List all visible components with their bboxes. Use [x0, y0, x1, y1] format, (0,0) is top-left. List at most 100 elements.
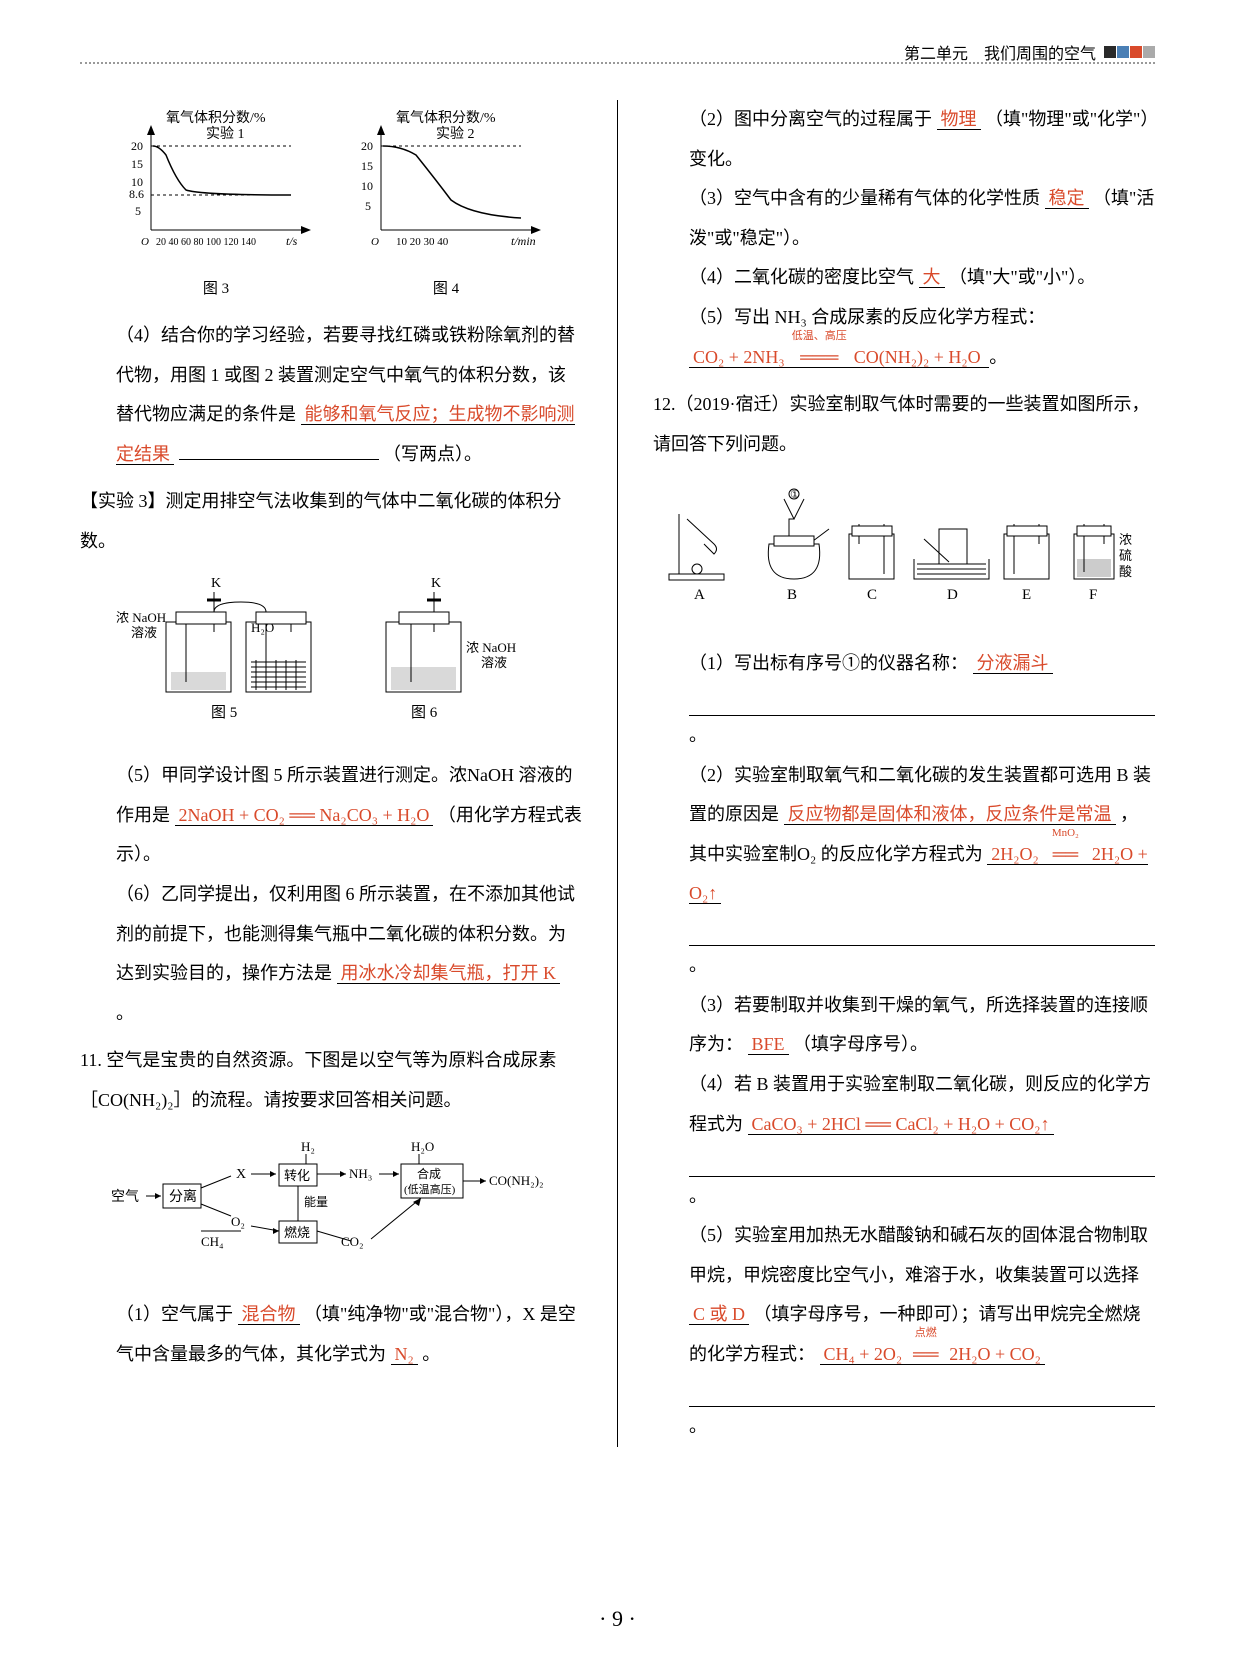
svg-text:10 20 30 40: 10 20 30 40 [396, 236, 449, 248]
q11-1-tail: 。 [422, 1344, 440, 1364]
flow-svg: 空气 分离 X O₂ CH₄ H₂ 转化 燃烧 能量 [101, 1136, 561, 1266]
graph4-caption: 图 4 [341, 273, 551, 306]
svg-text:硫: 硫 [1119, 548, 1132, 563]
question-11-2: （2）图中分离空气的过程属于 物理 （填"物理"或"化学"）变化。 [653, 100, 1155, 179]
q12-5-answer: C 或 D [689, 1304, 749, 1325]
svg-text:8.6: 8.6 [129, 187, 144, 201]
svg-text:①: ① [790, 489, 800, 501]
question-12-2: （2）实验室制取氧气和二氧化碳的发生装置都可选用 B 装置的原因是 反应物都是固… [653, 756, 1155, 986]
block-4 [1143, 46, 1155, 58]
graph-3: 氧气体积分数/% 实验 1 20 15 10 8.6 5 O 20 40 60 … [111, 110, 321, 306]
q11-1-text: （1）空气属于 [116, 1304, 233, 1324]
question-12-4: （4）若 B 装置用于实验室制取二氧化碳，则反应的化学方程式为 CaCO₃ + … [653, 1065, 1155, 1216]
apparatus-abcdef: A ① B C D [653, 474, 1155, 634]
question-6: （6）乙同学提出，仅利用图 6 所示装置，在不添加其他试剂的前提下，也能测得集气… [80, 875, 582, 1033]
block-1 [1104, 46, 1116, 58]
q11-4-tail: （填"大"或"小"）。 [949, 267, 1095, 287]
question-4: （4）结合你的学习经验，若要寻找红磷或铁粉除氧剂的替代物，用图 1 或图 2 装… [80, 316, 582, 474]
graph4-exp: 实验 2 [436, 126, 475, 142]
left-column: 氧气体积分数/% 实验 1 20 15 10 8.6 5 O 20 40 60 … [80, 100, 582, 1447]
svg-text:浓 NaOH: 浓 NaOH [466, 640, 516, 655]
svg-text:5: 5 [135, 204, 141, 218]
svg-text:C: C [867, 587, 877, 603]
right-column: （2）图中分离空气的过程属于 物理 （填"物理"或"化学"）变化。 （3）空气中… [653, 100, 1155, 1447]
q11-intro: 11. 空气是宝贵的自然资源。下图是以空气等为原料合成尿素［CO(NH₂)₂］的… [80, 1041, 582, 1120]
question-12-5: （5）实验室用加热无水醋酸钠和碱石灰的固体混合物制取甲烷，甲烷密度比空气小，难溶… [653, 1216, 1155, 1446]
question-12-1: （1）写出标有序号①的仪器名称： 分液漏斗 。 [653, 644, 1155, 756]
question-11-1: （1）空气属于 混合物 （填"纯净物"或"混合物"），X 是空气中含量最多的气体… [80, 1295, 582, 1374]
svg-text:O₂: O₂ [231, 1214, 245, 1229]
question-11-3: （3）空气中含有的少量稀有气体的化学性质 稳定 （填"活泼"或"稳定"）。 [653, 179, 1155, 258]
svg-text:5: 5 [365, 199, 371, 213]
q5-answer: 2NaOH + CO₂ ══ Na₂CO₃ + H₂O [175, 805, 434, 826]
svg-text:图 5: 图 5 [211, 704, 237, 721]
q12-intro: 12.（2019·宿迁）实验室制取气体时需要的一些装置如图所示，请回答下列问题。 [653, 385, 1155, 464]
svg-text:浓 NaOH: 浓 NaOH [116, 610, 166, 625]
svg-text:H₂: H₂ [301, 1139, 315, 1154]
svg-text:D: D [947, 587, 958, 603]
q11-3-answer: 稳定 [1045, 188, 1089, 209]
q12-5-text: （5）实验室用加热无水醋酸钠和碱石灰的固体混合物制取甲烷，甲烷密度比空气小，难溶… [689, 1225, 1148, 1285]
svg-text:O: O [141, 236, 149, 248]
apparatus-5-6: K 浓 NaOH 溶液 H₂O [80, 572, 582, 747]
q4-blank-extra [179, 459, 379, 460]
svg-text:浓: 浓 [1119, 532, 1132, 547]
q11-2-text: （2）图中分离空气的过程属于 [689, 109, 932, 129]
q12-5-answer2: CH₄ + 2O₂ 点燃══ 2H₂O + CO₂ [820, 1344, 1045, 1365]
experiment-3-text: 【实验 3】测定用排空气法收集到的气体中二氧化碳的体积分数。 [80, 482, 582, 561]
q11-5-text: （5）写出 NH₃ 合成尿素的反应化学方程式： [689, 298, 1155, 338]
svg-text:t/s: t/s [286, 234, 298, 248]
q11-4-answer: 大 [919, 267, 945, 288]
graphs-3-4: 氧气体积分数/% 实验 1 20 15 10 8.6 5 O 20 40 60 … [80, 110, 582, 306]
graph3-caption: 图 3 [111, 273, 321, 306]
svg-text:B: B [787, 587, 797, 603]
block-2 [1117, 46, 1129, 58]
graph-3-svg: 氧气体积分数/% 实验 1 20 15 10 8.6 5 O 20 40 60 … [111, 110, 321, 260]
svg-text:CO₂: CO₂ [341, 1234, 364, 1249]
q11-1-answer: 混合物 [238, 1304, 300, 1325]
svg-text:溶液: 溶液 [131, 625, 157, 640]
apparatus-abcdef-svg: A ① B C D [659, 474, 1149, 619]
graph-4: 氧气体积分数/% 实验 2 20 15 10 5 O 10 20 30 40 t… [341, 110, 551, 306]
svg-text:CH₄: CH₄ [201, 1234, 224, 1249]
svg-text:空气: 空气 [111, 1189, 139, 1205]
apparatus-svg: K 浓 NaOH 溶液 H₂O [111, 572, 551, 732]
svg-text:图 6: 图 6 [411, 704, 438, 721]
q11-3-text: （3）空气中含有的少量稀有气体的化学性质 [689, 188, 1040, 208]
svg-text:10: 10 [361, 179, 373, 193]
q12-1-answer: 分液漏斗 [973, 653, 1053, 674]
q6-answer: 用冰水冷却集气瓶，打开 K [337, 963, 561, 984]
svg-text:K: K [211, 576, 221, 591]
unit-title: 第二单元 我们周围的空气 [904, 40, 1096, 64]
question-5: （5）甲同学设计图 5 所示装置进行测定。浓NaOH 溶液的作用是 2NaOH … [80, 756, 582, 875]
q11-2-answer: 物理 [937, 109, 981, 130]
svg-text:溶液: 溶液 [481, 655, 507, 670]
main-content: 氧气体积分数/% 实验 1 20 15 10 8.6 5 O 20 40 60 … [80, 100, 1155, 1447]
q4-tail: （写两点）。 [383, 444, 482, 464]
svg-text:E: E [1022, 587, 1031, 603]
q12-1-blank [689, 684, 1155, 716]
q12-3-answer: BFE [748, 1034, 789, 1055]
svg-text:合成: 合成 [417, 1166, 441, 1181]
svg-text:转化: 转化 [284, 1168, 310, 1183]
column-divider [617, 100, 618, 1447]
q12-5-blank [689, 1375, 1155, 1407]
q11-4-text: （4）二氧化碳的密度比空气 [689, 267, 914, 287]
svg-text:NH₃: NH₃ [349, 1166, 372, 1181]
question-11-5: （5）写出 NH₃ 合成尿素的反应化学方程式： CO₂ + 2NH₃ 低温、高压… [653, 298, 1155, 377]
q6-tail: 。 [116, 1003, 134, 1023]
q11-5-answer: CO₂ + 2NH₃ 低温、高压 ═══ CO(NH₂)₂ + H₂O [689, 347, 989, 368]
q12-1-text: （1）写出标有序号①的仪器名称： [689, 653, 968, 673]
svg-text:酸: 酸 [1119, 564, 1132, 579]
q11-1-answer2: N₂ [391, 1344, 418, 1365]
q12-2-blank [689, 914, 1155, 946]
svg-text:t/min: t/min [511, 234, 536, 248]
svg-text:分离: 分离 [169, 1188, 197, 1205]
svg-text:20: 20 [131, 139, 143, 153]
q12-3-tail: （填字母序号）。 [793, 1034, 928, 1054]
graph4-ylabel: 氧气体积分数/% [396, 110, 496, 126]
q12-4-answer: CaCO₃ + 2HCl ══ CaCl₂ + H₂O + CO₂↑ [748, 1114, 1054, 1135]
block-3 [1130, 46, 1142, 58]
flow-diagram: 空气 分离 X O₂ CH₄ H₂ 转化 燃烧 能量 [80, 1136, 582, 1281]
svg-text:K: K [431, 576, 441, 591]
